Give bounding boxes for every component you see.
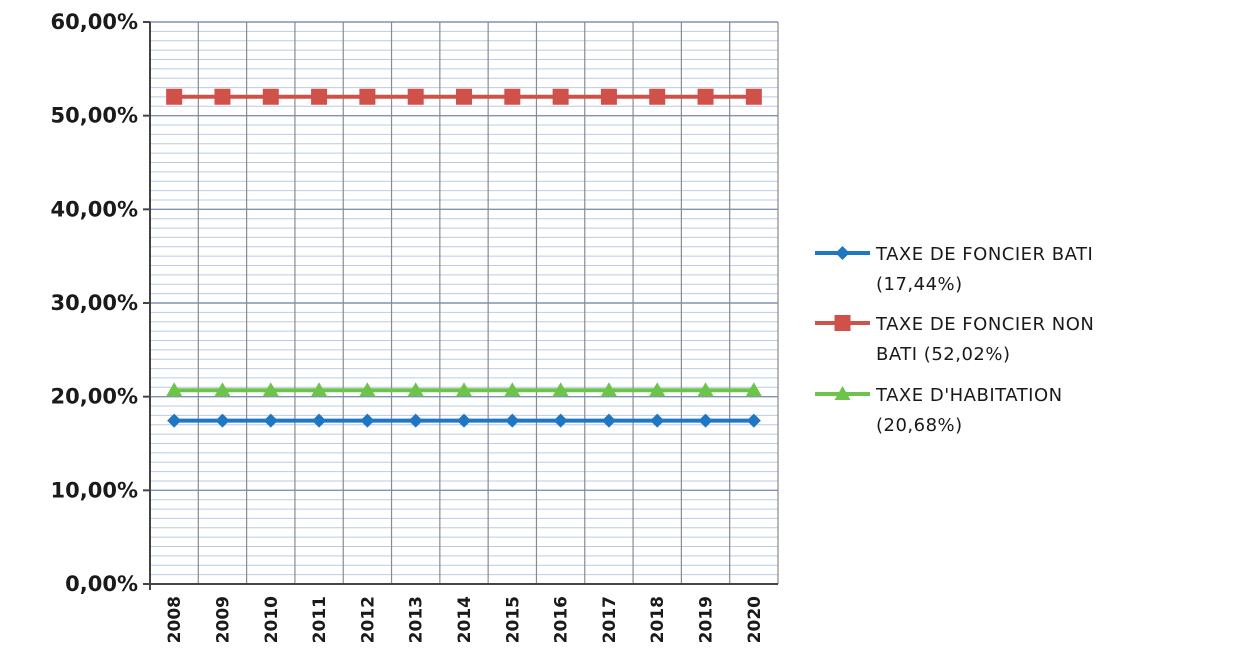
y-tick-label: 0,00% (65, 572, 138, 596)
x-tick-label: 2013 (407, 596, 427, 643)
x-tick-label: 2008 (165, 596, 185, 643)
data-point (360, 413, 375, 428)
data-point (456, 88, 472, 105)
data-point (312, 413, 327, 428)
legend-swatch-marker (835, 246, 850, 260)
x-tick-label: 2014 (455, 596, 475, 643)
series-2 (166, 88, 762, 105)
x-tick-label: 2018 (648, 596, 668, 643)
data-point (697, 88, 714, 105)
legend-label: BATI (52,02%) (876, 344, 1010, 365)
legend-label: TAXE D'HABITATION (875, 385, 1063, 406)
data-point (698, 413, 713, 428)
legend-swatch-marker (834, 386, 851, 400)
legend-label: (20,68%) (876, 415, 963, 436)
data-point (552, 88, 569, 105)
x-tick-label: 2016 (552, 596, 572, 643)
data-point (650, 413, 665, 428)
legend-label: TAXE DE FONCIER BATI (875, 244, 1093, 265)
data-point (457, 413, 471, 428)
data-point (456, 382, 472, 397)
data-point (215, 413, 230, 428)
x-axis-ticks: 2008 2009 2010 2011 2012 2013 2014 2015 2016 2017… (165, 596, 765, 643)
x-tick-label: 2009 (213, 596, 233, 643)
data-point (262, 88, 279, 105)
data-point (407, 382, 424, 397)
data-point (649, 382, 666, 397)
data-point (649, 88, 666, 105)
legend: TAXE DE FONCIER BATI(17,44%)TAXE DE FONC… (815, 244, 1094, 436)
data-point (697, 382, 714, 397)
axes (143, 21, 778, 590)
data-point (311, 88, 328, 105)
data-point (167, 413, 182, 428)
x-tick-label: 2011 (310, 596, 330, 643)
data-point (214, 382, 231, 397)
x-tick-label: 2012 (358, 596, 378, 643)
data-point (746, 413, 761, 428)
data-point (504, 88, 521, 105)
data-point (745, 382, 762, 397)
data-point (504, 382, 521, 397)
data-point (214, 88, 231, 105)
data-point (263, 413, 278, 428)
data-point (600, 88, 617, 105)
data-point (359, 382, 376, 397)
data-point (600, 382, 617, 397)
y-tick-label: 40,00% (51, 197, 138, 221)
x-tick-label: 2020 (745, 596, 765, 643)
data-point (408, 413, 423, 428)
x-tick-label: 2010 (262, 596, 282, 643)
x-tick-label: 2015 (503, 596, 523, 643)
data-point (553, 413, 568, 428)
series-3 (166, 382, 762, 397)
series-1 (167, 413, 761, 428)
y-tick-label: 20,00% (51, 385, 138, 409)
y-tick-label: 30,00% (51, 291, 138, 315)
y-axis-ticks: 0,00% 10,00% 20,00% 30,00% 40,00% 50,00% 60,00… (51, 10, 138, 596)
data-point (359, 88, 376, 105)
data-point (552, 382, 569, 397)
data-point (311, 382, 328, 397)
y-tick-label: 60,00% (51, 10, 138, 34)
legend-label: (17,44%) (876, 274, 963, 295)
data-point (601, 413, 616, 428)
data-point (745, 88, 762, 105)
legend-entry-2: TAXE DE FONCIER NON BATI (52,02%) (815, 314, 1094, 365)
legend-entry-1: TAXE DE FONCIER BATI (17,44%) (815, 244, 1093, 295)
x-tick-label: 2019 (697, 596, 717, 643)
legend-label: TAXE DE FONCIER NON (875, 314, 1094, 335)
grid (149, 21, 779, 584)
series (166, 88, 762, 428)
data-point (407, 88, 424, 105)
legend-entry-3: TAXE D'HABITATION (20,68%) (815, 385, 1063, 436)
y-tick-label: 50,00% (51, 104, 138, 128)
x-tick-label: 2017 (600, 596, 620, 643)
data-point (166, 382, 183, 397)
data-point (505, 413, 520, 428)
data-point (166, 88, 183, 105)
data-point (262, 382, 279, 397)
y-tick-label: 10,00% (51, 478, 138, 502)
legend-swatch-marker (834, 315, 851, 331)
